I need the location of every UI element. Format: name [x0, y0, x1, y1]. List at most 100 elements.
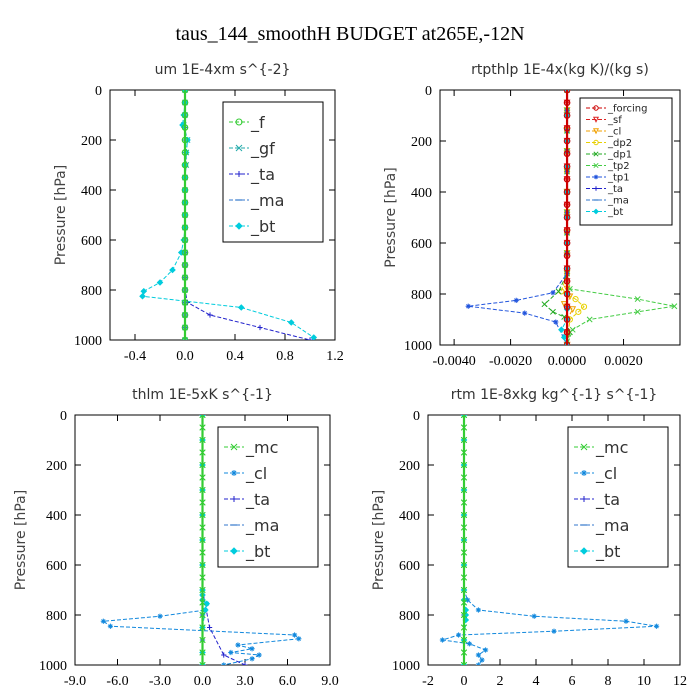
y-tick-label: 600 — [46, 559, 67, 574]
data-point — [181, 249, 189, 256]
data-point — [221, 662, 227, 665]
legend-marker — [236, 171, 242, 177]
data-point — [199, 586, 206, 594]
data-point — [249, 656, 255, 662]
data-point — [181, 99, 189, 106]
data-point — [256, 652, 262, 658]
data-point — [563, 124, 571, 132]
data-point — [569, 306, 577, 314]
data-point — [221, 652, 227, 658]
data-point — [199, 436, 206, 444]
x-tick-label: 10 — [637, 674, 651, 689]
data-point — [479, 657, 485, 663]
data-point — [460, 424, 468, 431]
x-tick-label: -0.0040 — [433, 354, 476, 369]
legend-label: _ma — [245, 516, 279, 536]
data-point — [207, 312, 213, 318]
y-tick-label: 1000 — [404, 339, 432, 354]
data-point — [541, 301, 548, 308]
x-tick-label: 0.8 — [276, 349, 294, 364]
plot-area — [100, 415, 302, 665]
y-tick-label: 200 — [81, 134, 102, 149]
y-axis-label: Pressure [hPa] — [53, 165, 69, 265]
data-point — [199, 599, 206, 606]
panel-2: rtpthlp 1E-4x(kg K)/(kg s) Pressure [hPa]… — [383, 62, 681, 369]
plot-frame — [439, 89, 681, 346]
legend-marker — [592, 128, 600, 135]
data-point — [291, 632, 298, 638]
x-tick-label: 1.2 — [326, 349, 344, 364]
data-point — [181, 286, 189, 294]
data-point — [460, 536, 468, 544]
panel-1: um 1E-4xm s^{-2} Pressure [hPa] 0 200 400 600… — [53, 62, 344, 364]
legend-label: _mc — [595, 438, 628, 458]
data-point — [456, 632, 462, 638]
y-tick-label: 1000 — [74, 334, 102, 349]
data-point — [181, 299, 189, 306]
data-point — [634, 296, 641, 303]
panels: um 1E-4xm s^{-2}Pressure [hPa]0200400600… — [13, 62, 687, 689]
y-tick-label: 600 — [411, 237, 432, 252]
data-point — [237, 304, 245, 311]
legend: _mc _cl _ta _ma _bt — [217, 426, 319, 568]
data-point — [563, 277, 571, 285]
data-point — [460, 611, 468, 619]
panel-title: rtpthlp 1E-4x(kg K)/(kg s) — [471, 62, 649, 78]
data-point — [296, 636, 302, 642]
legend-marker — [580, 547, 588, 555]
legend-label: _ma — [607, 196, 629, 207]
legend-label: _cl — [595, 464, 617, 484]
data-point — [460, 624, 468, 631]
y-tick-label: 200 — [399, 459, 420, 474]
data-point — [199, 536, 206, 544]
x-tick-label: 6 — [569, 674, 576, 689]
legend: _mc _cl _ta _ma _bt — [567, 426, 669, 568]
legend-marker — [593, 162, 599, 169]
data-point — [569, 326, 576, 333]
data-point — [157, 613, 163, 619]
legend-label: _dp2 — [607, 138, 632, 149]
x-tick-label: 0.0000 — [548, 354, 587, 369]
data-point — [563, 316, 571, 323]
legend-marker — [593, 174, 599, 180]
data-point — [181, 211, 189, 219]
data-point — [550, 290, 556, 296]
data-point — [558, 326, 565, 334]
data-point — [249, 646, 255, 652]
series-line — [468, 90, 568, 345]
legend-marker — [580, 443, 588, 451]
legend-label: _cl — [245, 464, 267, 484]
x-tick-label: -0.0020 — [489, 354, 532, 369]
data-point — [439, 637, 445, 643]
data-point — [563, 239, 571, 247]
data-point — [199, 549, 206, 556]
x-tick-label: -2 — [422, 674, 434, 689]
data-point — [460, 436, 468, 444]
plot-area — [439, 415, 660, 665]
x-tick-label: 0.4 — [226, 349, 244, 364]
y-tick-label: 0 — [60, 409, 67, 424]
data-point — [199, 636, 206, 644]
x-tick-label: -3.0 — [149, 674, 171, 689]
data-point — [460, 649, 468, 656]
y-tick-label: 400 — [399, 509, 420, 524]
x-tick-label: 8 — [605, 674, 612, 689]
data-point — [228, 649, 234, 656]
y-tick-label: 800 — [399, 609, 420, 624]
data-point — [460, 549, 468, 556]
legend-label: _cl — [607, 127, 621, 138]
data-point — [181, 174, 189, 181]
x-tick-label: 0.0020 — [604, 354, 643, 369]
data-point — [623, 618, 629, 624]
y-tick-label: 800 — [46, 609, 67, 624]
panel-4: rtm 1E-8xkg kg^{-1} s^{-1} Pressure [hPa]… — [371, 387, 687, 689]
legend-marker — [230, 547, 238, 555]
data-point — [563, 341, 571, 345]
data-point — [199, 574, 206, 581]
data-point — [465, 597, 471, 603]
data-point — [140, 287, 148, 295]
data-point — [654, 623, 660, 629]
data-point — [181, 224, 189, 231]
y-tick-label: 0 — [95, 84, 102, 99]
